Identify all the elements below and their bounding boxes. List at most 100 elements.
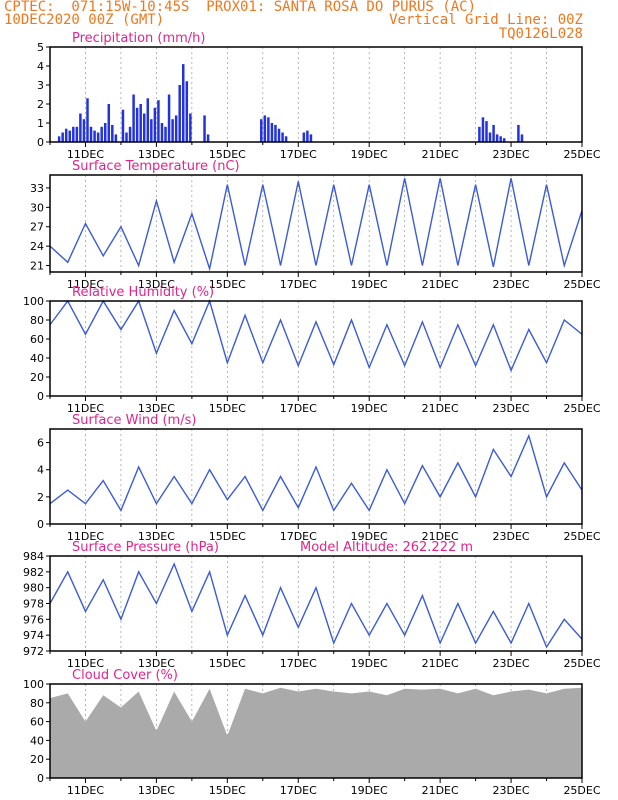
- y-tick-label: 0: [37, 518, 44, 531]
- precip-bar: [111, 124, 114, 142]
- x-tick-label: 19DEC: [351, 657, 388, 670]
- precip-bar: [302, 132, 306, 142]
- x-tick-label: 13DEC: [138, 148, 175, 161]
- x-tick-label: 15DEC: [209, 657, 246, 670]
- precip-bar: [502, 138, 506, 142]
- model-altitude: Model Altitude: 262.222 m: [300, 540, 473, 555]
- precip-bar: [481, 117, 485, 142]
- x-tick-label: 23DEC: [493, 148, 530, 161]
- precip-bar: [75, 126, 79, 142]
- precip-bar: [142, 113, 146, 142]
- precip-bar: [520, 134, 524, 142]
- panel-title: Relative Humidity (%): [72, 285, 214, 300]
- panel-title: Surface Pressure (hPa): [72, 540, 219, 555]
- x-tick-label: 13DEC: [138, 530, 175, 543]
- precip-bar: [164, 126, 167, 142]
- precip-bar: [132, 94, 135, 142]
- x-tick-label: 23DEC: [493, 657, 530, 670]
- y-tick-label: 2: [37, 491, 44, 504]
- panel-frame: [49, 174, 583, 273]
- precip-bar: [281, 132, 284, 142]
- precip-bar: [61, 132, 64, 142]
- panel-frame: [49, 428, 583, 525]
- y-tick-label: 30: [30, 201, 44, 214]
- precip-bar: [517, 124, 520, 142]
- x-tick-label: 21DEC: [422, 402, 459, 415]
- y-tick-label: 20: [30, 371, 44, 384]
- y-tick-label: 972: [23, 645, 44, 658]
- precip-bar: [171, 119, 174, 142]
- precip-bar: [206, 134, 210, 142]
- y-tick-label: 40: [30, 352, 44, 365]
- precip-bar: [114, 134, 118, 142]
- cloud-cover-area: [50, 687, 582, 778]
- precip-bar: [157, 100, 160, 142]
- panel-title: Surface Wind (m/s): [72, 413, 196, 428]
- precip-bar: [82, 119, 86, 142]
- y-tick-label: 5: [37, 41, 44, 54]
- panel-title: Cloud Cover (%): [72, 668, 178, 683]
- y-tick-label: 100: [23, 678, 44, 691]
- y-tick-label: 0: [37, 136, 44, 149]
- precip-bar: [492, 124, 495, 142]
- x-tick-label: 11DEC: [67, 784, 104, 797]
- x-tick-label: 21DEC: [422, 148, 459, 161]
- precip-bar: [107, 104, 111, 142]
- x-tick-label: 17DEC: [280, 530, 317, 543]
- panel-frame: [49, 555, 583, 652]
- x-tick-label: 13DEC: [138, 784, 175, 797]
- precip-bar: [153, 107, 157, 142]
- precip-bar: [309, 134, 313, 142]
- x-tick-label: 11DEC: [67, 278, 104, 291]
- x-tick-label: 15DEC: [209, 784, 246, 797]
- precip-bar: [146, 98, 150, 142]
- y-tick-label: 27: [30, 221, 44, 234]
- precip-bar: [128, 126, 132, 142]
- x-tick-label: 19DEC: [351, 530, 388, 543]
- series-line: [49, 178, 583, 272]
- y-tick-label: 4: [37, 60, 44, 73]
- y-tick-label: 80: [30, 697, 44, 710]
- precip-bar: [174, 115, 178, 142]
- x-tick-label: 19DEC: [351, 148, 388, 161]
- precip-bar: [189, 113, 192, 142]
- header-station: CPTEC: 071:15W-10:45S PROX01: SANTA ROSA…: [4, 0, 477, 15]
- precip-bar: [160, 123, 164, 142]
- x-tick-label: 13DEC: [138, 402, 175, 415]
- y-tick-label: 80: [30, 314, 44, 327]
- series-line: [49, 562, 583, 649]
- precip-bar: [150, 119, 153, 142]
- y-tick-label: 0: [37, 772, 44, 785]
- series-line: [49, 433, 583, 512]
- precip-bar: [182, 64, 185, 142]
- header-grid-line: Vertical Grid Line: 00Z: [389, 12, 583, 28]
- y-tick-label: 100: [23, 295, 44, 308]
- y-tick-label: 978: [23, 598, 44, 611]
- x-tick-label: 25DEC: [563, 148, 600, 161]
- x-tick-label: 19DEC: [351, 784, 388, 797]
- header-date: 10DEC2020 00Z (GMT): [4, 12, 165, 28]
- y-tick-label: 982: [23, 566, 44, 579]
- x-tick-label: 17DEC: [280, 148, 317, 161]
- precip-bar: [121, 109, 125, 142]
- precip-bar: [284, 136, 288, 142]
- x-tick-label: 11DEC: [67, 402, 104, 415]
- series-line: [49, 298, 583, 373]
- precip-bar: [203, 115, 206, 142]
- precip-bar: [86, 98, 89, 142]
- x-tick-label: 25DEC: [563, 530, 600, 543]
- precip-bar: [96, 132, 100, 142]
- y-tick-label: 980: [23, 582, 44, 595]
- x-tick-label: 23DEC: [493, 784, 530, 797]
- precip-bar: [274, 124, 277, 142]
- y-tick-label: 3: [37, 79, 44, 92]
- y-tick-label: 4: [37, 464, 44, 477]
- panel-frame: [49, 46, 583, 143]
- precip-bar: [495, 134, 499, 142]
- precip-bar: [488, 132, 492, 142]
- x-tick-label: 25DEC: [563, 402, 600, 415]
- precip-bar: [277, 128, 281, 142]
- panel-frame: [49, 300, 583, 397]
- precip-bar: [267, 117, 270, 142]
